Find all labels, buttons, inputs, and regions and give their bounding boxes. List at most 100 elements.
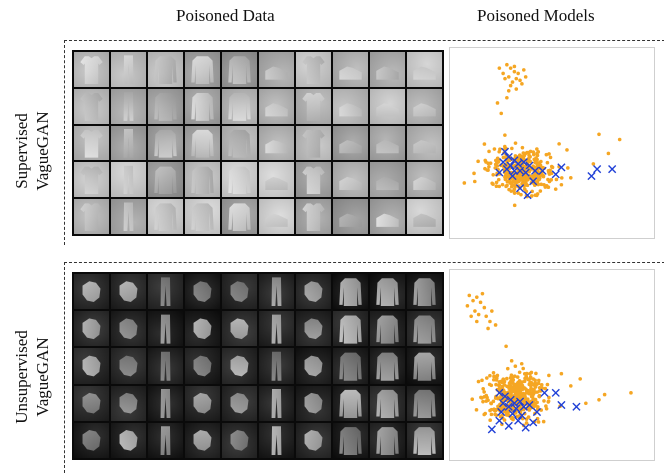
poisoned-sample-tile [222,52,257,87]
benign-model-point [462,181,467,185]
poisoned-model-marker [521,423,530,432]
garment-silhouette [230,430,249,451]
benign-model-point [544,152,549,157]
benign-model-point [578,377,582,381]
benign-model-point [493,162,498,167]
poisoned-sample-tile [222,199,257,234]
benign-model-point [542,182,546,187]
benign-model-point [481,399,485,404]
poisoned-sample-tile [74,162,109,198]
garment-silhouette [123,92,134,121]
benign-model-point [527,153,531,158]
poisoned-sample-tile [111,88,146,124]
poisoned-model-marker [495,168,504,177]
benign-model-point [522,183,527,188]
poisoned-sample-tile [148,274,183,310]
poisoned-sample-tile [185,125,220,161]
poisoned-models-header: Poisoned Models [477,6,595,25]
garment-silhouette [82,392,101,414]
garment-silhouette [119,355,138,377]
benign-model-point [516,191,520,195]
benign-model-point [509,416,514,421]
garment-silhouette [154,93,177,121]
poisoned-model-marker [529,177,538,186]
garment-silhouette [271,277,282,307]
garment-silhouette [302,203,325,232]
benign-model-point [491,377,496,382]
poisoned-sample-tile [185,199,220,234]
supervised-poisoned-model-scatter [449,47,655,239]
benign-model-point [495,101,500,105]
benign-model-point [501,71,505,76]
benign-model-point [500,182,505,187]
benign-model-point [515,381,520,386]
poisoned-model-marker [514,159,523,168]
benign-model-point [507,187,511,192]
poisoned-model-marker [515,184,525,193]
benign-model-point [545,382,550,387]
garment-silhouette [413,66,436,80]
benign-model-point [470,397,475,402]
benign-model-point [500,413,504,418]
benign-model-point [510,80,515,84]
garment-silhouette [339,278,362,307]
garment-silhouette [376,278,399,307]
benign-model-point [490,309,494,313]
garment-silhouette [413,140,436,154]
benign-model-point [617,137,622,142]
benign-model-point [527,391,531,396]
benign-model-point [494,158,498,163]
benign-model-point [515,414,519,419]
garment-silhouette [80,203,103,232]
benign-model-point [497,380,502,384]
benign-model-point [505,179,510,184]
garment-silhouette [80,129,103,158]
poisoned-model-marker [504,421,513,430]
poisoned-sample-tile [111,274,146,310]
poisoned-sample-tile [111,311,146,347]
benign-model-point [481,386,485,391]
benign-model-point [497,66,502,70]
benign-model-point [489,383,494,388]
garment-silhouette [413,427,436,456]
benign-model-point [501,155,506,160]
benign-model-point [474,408,479,412]
poisoned-sample-tile [74,52,109,87]
poisoned-sample-tile [74,422,109,458]
poisoned-model-marker [519,402,528,411]
benign-model-point [559,182,564,187]
benign-model-point [510,146,514,151]
poisoned-model-marker [587,171,596,181]
poisoned-sample-tile [333,199,368,234]
garment-silhouette [413,176,436,191]
benign-model-point [535,400,539,405]
garment-silhouette [413,352,436,381]
benign-model-point [524,374,529,379]
garment-silhouette [160,426,171,456]
benign-model-point [516,71,520,76]
garment-silhouette [191,129,214,158]
benign-model-point [535,157,539,162]
benign-model-point [597,398,601,402]
supervised-scatter-svg [462,62,622,208]
benign-model-point [554,177,559,182]
poisoned-model-marker [529,418,538,427]
benign-model-point [506,384,511,389]
benign-model-point [569,176,573,180]
garment-silhouette [339,213,362,227]
benign-model-point [602,392,607,397]
poisoned-sample-tile [222,348,257,384]
benign-model-point [536,378,541,383]
benign-model-point [514,87,519,91]
garment-silhouette [82,355,101,377]
benign-model-point [505,95,509,100]
poisoned-sample-tile [259,422,294,458]
garment-silhouette [123,128,134,158]
benign-model-point [520,82,524,86]
benign-model-point [472,179,477,184]
garment-silhouette [119,392,138,414]
garment-silhouette [265,66,288,80]
benign-model-point [503,76,507,81]
garment-silhouette [339,140,362,154]
benign-model-point [534,371,538,376]
